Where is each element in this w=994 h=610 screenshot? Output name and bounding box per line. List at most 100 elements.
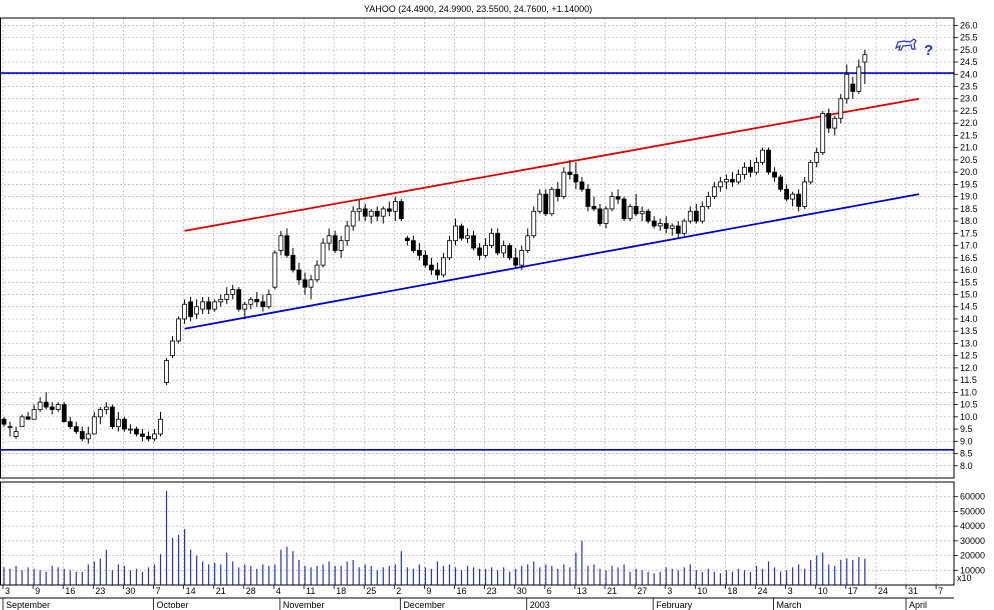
candle-body	[302, 279, 308, 288]
price-tick-label: 20.5	[960, 155, 978, 165]
month-label: March	[777, 600, 802, 610]
candle-body	[531, 210, 537, 237]
candle-body	[814, 152, 820, 163]
candle-body	[194, 306, 200, 315]
candle-body	[164, 360, 169, 383]
price-tick-label: 11.0	[960, 387, 977, 397]
candle-body	[386, 208, 392, 212]
candle-body	[85, 433, 91, 440]
price-tick-label: 19.0	[960, 192, 978, 202]
candle-body	[453, 225, 458, 242]
date-tick-label: 21	[607, 586, 617, 596]
volume-multiplier-label: x10	[957, 573, 972, 583]
candle-body	[748, 166, 753, 173]
candle-body	[25, 416, 31, 420]
candle-body	[1, 418, 7, 425]
candle-body	[561, 171, 567, 198]
price-tick-label: 24.0	[960, 69, 978, 79]
candle-body	[362, 208, 368, 217]
candle-body	[711, 186, 717, 198]
candle-body	[242, 303, 248, 310]
candle-body	[31, 409, 37, 420]
date-tick-label: 23	[95, 586, 105, 596]
candle-body	[651, 220, 657, 227]
candle-body	[115, 418, 121, 428]
chart-frame	[0, 17, 955, 599]
candle-body	[832, 117, 838, 129]
candle-body	[717, 181, 723, 188]
volume-bars	[3, 490, 866, 585]
candle-body	[766, 149, 771, 173]
candle-body	[73, 426, 79, 432]
price-tick-label: 24.5	[960, 57, 978, 67]
date-tick-label: 25	[366, 586, 376, 596]
volume-tick-label: 30000	[960, 536, 985, 546]
candle-body	[109, 406, 115, 428]
upper-trend-line	[184, 97, 920, 232]
candle-body	[103, 406, 109, 410]
candle-body	[513, 257, 519, 266]
candle-body	[350, 210, 356, 227]
candle-body	[507, 245, 513, 259]
candle-body	[404, 237, 410, 242]
candle-body	[97, 409, 103, 418]
candle-body	[663, 223, 669, 229]
candle-body	[416, 250, 422, 256]
candle-body	[699, 206, 705, 222]
date-tick-label: 9	[426, 586, 431, 596]
candle-body	[19, 416, 25, 428]
candle-body	[61, 404, 67, 423]
candle-body	[826, 113, 832, 129]
candle-body	[278, 235, 284, 251]
price-tick-label: 23.5	[960, 82, 978, 92]
date-tick-label: 18	[727, 586, 737, 596]
volume-tick-label: 20000	[960, 551, 985, 561]
candle-body	[429, 264, 434, 271]
candle-body	[338, 240, 344, 251]
candle-body	[182, 303, 188, 320]
month-label: November	[283, 600, 325, 610]
question-mark-icon: ?	[924, 42, 933, 59]
candle-body	[140, 433, 145, 437]
candle-body	[254, 298, 260, 303]
candle-body	[754, 161, 759, 173]
candle-body	[368, 210, 374, 217]
candle-body	[639, 210, 645, 215]
candle-body	[152, 433, 157, 440]
price-tick-label: 16.5	[960, 253, 978, 263]
date-tick-label: 13	[577, 586, 587, 596]
volume-tick-label: 40000	[960, 521, 985, 531]
price-tick-label: 8.0	[960, 461, 973, 471]
price-tick-label: 16.0	[960, 265, 978, 275]
month-label: February	[656, 600, 693, 610]
date-tick-label: 2	[396, 586, 401, 596]
candle-body	[122, 418, 127, 430]
price-tick-label: 22.5	[960, 106, 978, 116]
date-tick-label: 10	[697, 586, 707, 596]
candle-body	[43, 401, 49, 408]
candle-body	[356, 208, 362, 212]
candle-body	[272, 252, 278, 288]
candle-body	[37, 401, 43, 410]
candle-body	[170, 340, 175, 357]
date-tick-label: 27	[637, 586, 647, 596]
price-tick-label: 25.5	[960, 33, 978, 43]
candle-body	[410, 240, 416, 251]
candle-body	[230, 289, 236, 295]
candle-body	[55, 404, 61, 410]
candle-body	[724, 179, 729, 183]
price-tick-label: 10.0	[960, 412, 978, 422]
candle-body	[435, 269, 440, 276]
candle-body	[332, 235, 338, 251]
candle-body	[615, 196, 621, 200]
candle-body	[206, 301, 212, 310]
date-tick-label: 21	[216, 586, 226, 596]
candle-body	[290, 254, 296, 271]
date-tick-label: 16	[65, 586, 75, 596]
price-panel-border	[0, 17, 955, 479]
candle-body	[730, 179, 735, 183]
candle-body	[856, 66, 862, 92]
candle-body	[820, 113, 826, 153]
candle-body	[675, 225, 681, 234]
